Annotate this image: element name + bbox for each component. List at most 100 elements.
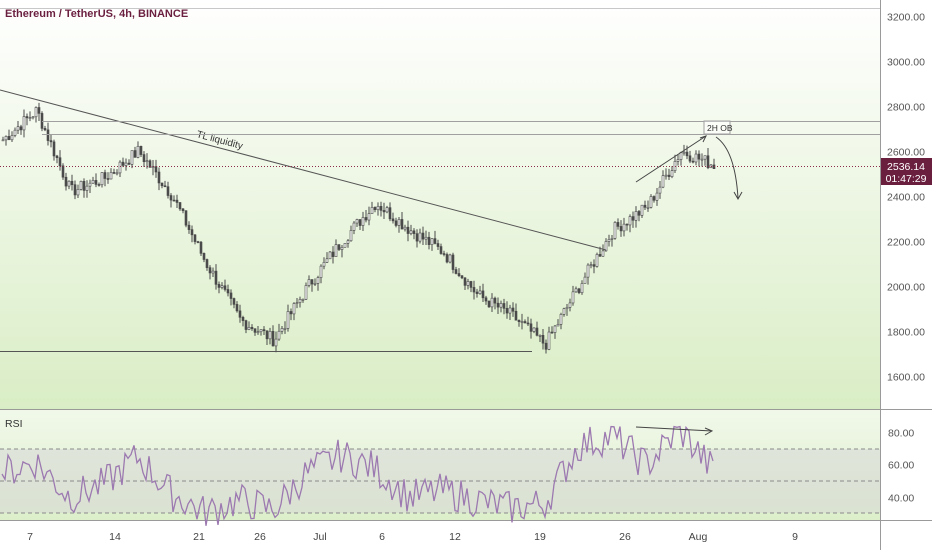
candle-body [307,279,311,286]
time-tick: 7 [27,531,33,543]
candle-body [592,264,596,267]
candle-body [247,327,251,330]
price-tick: 3000.00 [887,57,925,69]
candle-body [172,199,176,202]
chart-title: Ethereum / TetherUS, 4h, BINANCE [5,8,188,20]
candle-body [169,195,173,201]
candle-body [574,288,578,293]
candle-body [238,310,242,318]
rsi-axis[interactable]: 80.00 60.00 40.00 [888,428,914,505]
candle-body [697,153,701,160]
ob-label: 2H OB [707,123,733,133]
candle-body [442,253,446,255]
candle-body [106,178,110,180]
candle-body [34,107,38,118]
price-pane-bg [0,0,880,410]
candle-body [517,319,521,322]
candle-body [652,196,656,201]
candle-body [571,291,575,304]
candle-body [703,155,707,160]
candle-body [298,299,302,303]
candle-body [583,276,587,284]
candle-body [91,180,95,184]
candle-body [55,155,59,158]
candle-body [562,308,566,315]
candle-body [397,219,401,226]
candle-body [601,250,605,257]
rsi-line [1,425,714,526]
candle-body [520,321,524,323]
candle-body [658,186,662,194]
candle-body [466,281,470,286]
candle-body [58,157,62,167]
candle-body [661,175,665,188]
candle-body [706,155,710,169]
candle-body [133,150,137,158]
rsi-label: RSI [5,418,23,430]
candle-body [529,323,533,332]
candle-body [220,285,224,288]
candle-body [589,264,593,266]
candle-body [436,243,440,247]
candle-body [688,155,692,162]
candle-body [217,284,221,288]
candle-body [622,223,626,232]
candle-body [316,277,320,284]
candle-body [454,269,458,274]
candle-body [283,328,287,330]
candle-body [208,267,212,274]
rsi-divergence-line[interactable] [635,426,713,432]
candle-body [430,238,434,245]
candlestick-series [1,102,716,354]
candle-body [676,159,680,162]
candle-body [76,189,80,196]
candle-body [409,230,413,234]
candle-body [508,307,512,314]
candle-body [148,160,152,168]
candle-body [205,259,209,268]
candle-body [535,327,539,336]
candle-body [7,136,11,141]
rsi-tick: 40.00 [888,493,914,505]
candle-body [445,254,449,263]
price-axis[interactable]: 3200.00 3000.00 2800.00 2600.00 2400.00 … [887,12,925,384]
candle-body [448,254,452,263]
time-tick: 21 [193,531,205,543]
candle-body [421,232,425,240]
candle-body [142,154,146,163]
candle-body [694,153,698,163]
price-tick: 2200.00 [887,237,925,249]
candle-body [556,324,560,327]
candle-body [13,129,17,136]
candle-body [418,232,422,242]
last-price-value: 2536.14 [887,161,925,173]
candle-body [82,180,86,191]
candle-body [640,204,644,216]
candle-body [67,180,71,187]
candle-body [526,322,530,325]
candle-body [403,226,407,230]
price-tick: 3200.00 [887,12,925,24]
candle-body [469,281,473,288]
candle-body [388,207,392,220]
projection-arrow[interactable] [715,136,739,199]
last-price-badge[interactable]: 2536.14 01:47:29 [881,158,932,185]
candle-body [274,338,278,347]
liquidity-trendline[interactable] [0,89,607,251]
time-axis[interactable]: 7 14 21 26 Jul 6 12 19 26 Aug 9 [27,531,798,543]
candle-body [472,287,476,293]
candle-body [154,166,158,173]
candle-body [634,211,638,221]
rsi-tick: 60.00 [888,460,914,472]
candle-body [94,180,98,185]
rsi-divergence-arrow-head [704,427,714,436]
candle-body [478,290,482,294]
candle-body [334,244,338,257]
move-arrow-line[interactable] [635,135,707,183]
candle-body [496,302,500,308]
candle-body [457,273,461,276]
candle-body [355,219,359,224]
candle-body [607,239,611,242]
candle-body [103,172,107,179]
